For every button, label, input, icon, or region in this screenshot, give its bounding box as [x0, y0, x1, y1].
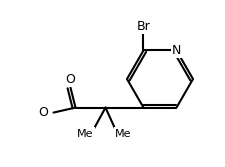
- Text: Me: Me: [115, 129, 131, 139]
- Text: Me: Me: [77, 129, 93, 139]
- Text: N: N: [171, 44, 180, 57]
- Text: Br: Br: [136, 20, 150, 33]
- Text: O: O: [38, 106, 48, 119]
- Text: O: O: [65, 73, 75, 86]
